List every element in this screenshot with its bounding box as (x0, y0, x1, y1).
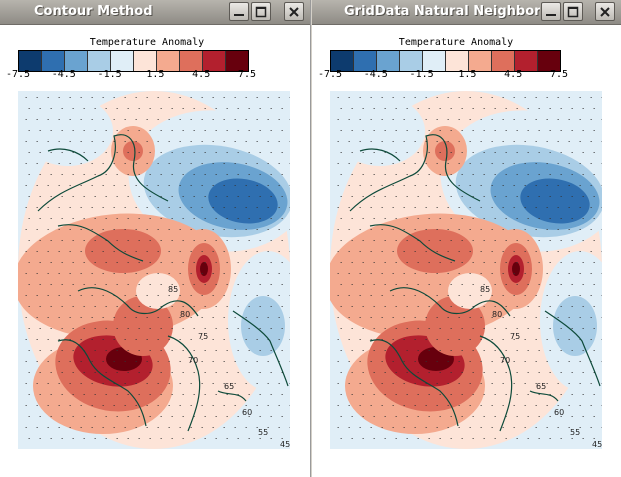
latitude-label: 80 (492, 310, 502, 319)
colorbar-swatch (423, 51, 446, 71)
colorbar-swatch (446, 51, 469, 71)
colorbar-ticks: -7.5 -4.5 -1.5 1.5 4.5 7.5 (318, 69, 602, 83)
colorbar-swatch (354, 51, 377, 71)
colorbar-title: Temperature Anomaly (398, 37, 514, 48)
latitude-label: 65 (536, 382, 546, 391)
colorbar-swatch (111, 51, 134, 71)
latitude-label: 55 (258, 428, 268, 437)
window-title: Contour Method (34, 4, 153, 19)
latitude-label: 65 (224, 382, 234, 391)
colorbar-swatch (134, 51, 157, 71)
minimize-button[interactable] (541, 2, 561, 21)
colorbar-title: Temperature Anomaly (89, 37, 205, 48)
colorbar-tick-label: -1.5 (97, 69, 122, 80)
colorbar-tick-label: -1.5 (409, 69, 434, 80)
maximize-icon (255, 6, 267, 18)
colorbar-swatch (157, 51, 180, 71)
plot-area: Temperature Anomaly -7.5 -4.5 -1.5 1.5 4.5 7.… (312, 25, 621, 477)
griddata-natural-neighbor-window: GridData Natural Neighbor Temperature An… (312, 0, 621, 477)
maximize-button[interactable] (563, 2, 583, 21)
contour-method-window: Contour Method Temperature Anomaly -7.5-… (0, 0, 311, 477)
colorbar-swatch (19, 51, 42, 71)
colorbar-tick-label: -7.5 (5, 69, 31, 80)
close-icon (600, 7, 610, 17)
latitude-label: 60 (554, 408, 564, 417)
colorbar-swatch (180, 51, 203, 71)
colorbar-swatch (203, 51, 226, 71)
temperature-anomaly-map: 85 80 75 70 65 60 55 45 (18, 91, 290, 449)
colorbar-swatch (331, 51, 354, 71)
colorbar-tick-label: 7.5 (549, 69, 569, 80)
colorbar-tick-label: -4.5 (363, 69, 388, 80)
latitude-label: 75 (510, 332, 520, 341)
colorbar-ticks: -7.5 -4.5 -1.5 1.5 4.5 7.5 (6, 69, 290, 83)
colorbar-swatch (492, 51, 515, 71)
window-title: GridData Natural Neighbor (344, 4, 540, 19)
latitude-label: 70 (188, 356, 198, 365)
colorbar-swatch (469, 51, 492, 71)
plot-area: Temperature Anomaly -7.5 -4.5 -1.5 1.5 4.5 7.… (0, 25, 310, 477)
colorbar-tick-label: 1.5 (458, 69, 477, 80)
latitude-label: 70 (500, 356, 510, 365)
temperature-anomaly-map: 85 80 75 70 65 60 55 45 (330, 91, 602, 449)
colorbar-swatch (88, 51, 111, 71)
colorbar-swatch (515, 51, 538, 71)
latitude-label: 60 (242, 408, 252, 417)
colorbar-swatch (65, 51, 88, 71)
colorbar-tick-label: 7.5 (237, 69, 257, 80)
colorbar-swatch (226, 51, 248, 71)
latitude-label: 85 (168, 285, 178, 294)
minimize-icon (234, 14, 244, 16)
colorbar (18, 50, 249, 72)
latitude-label: 85 (480, 285, 490, 294)
window-titlebar[interactable]: GridData Natural Neighbor (312, 0, 621, 25)
latitude-label: 45 (280, 440, 290, 449)
colorbar-tick-label: 4.5 (192, 69, 211, 80)
colorbar-tick-label: -7.5 (317, 69, 343, 80)
minimize-icon (546, 14, 556, 16)
colorbar-tick-label: -4.5 (51, 69, 76, 80)
minimize-button[interactable] (229, 2, 249, 21)
latitude-label: 75 (198, 332, 208, 341)
colorbar-swatch (538, 51, 560, 71)
close-icon (289, 7, 299, 17)
latitude-label: 55 (570, 428, 580, 437)
close-button[interactable] (284, 2, 304, 21)
maximize-icon (567, 6, 579, 18)
colorbar-swatch (400, 51, 423, 71)
window-titlebar[interactable]: Contour Method (0, 0, 310, 25)
colorbar-tick-label: 4.5 (504, 69, 523, 80)
colorbar-swatch (42, 51, 65, 71)
maximize-button[interactable] (251, 2, 271, 21)
colorbar-swatch (377, 51, 400, 71)
close-button[interactable] (595, 2, 615, 21)
latitude-label: 45 (592, 440, 602, 449)
colorbar (330, 50, 561, 72)
latitude-label: 80 (180, 310, 190, 319)
colorbar-tick-label: 1.5 (146, 69, 165, 80)
